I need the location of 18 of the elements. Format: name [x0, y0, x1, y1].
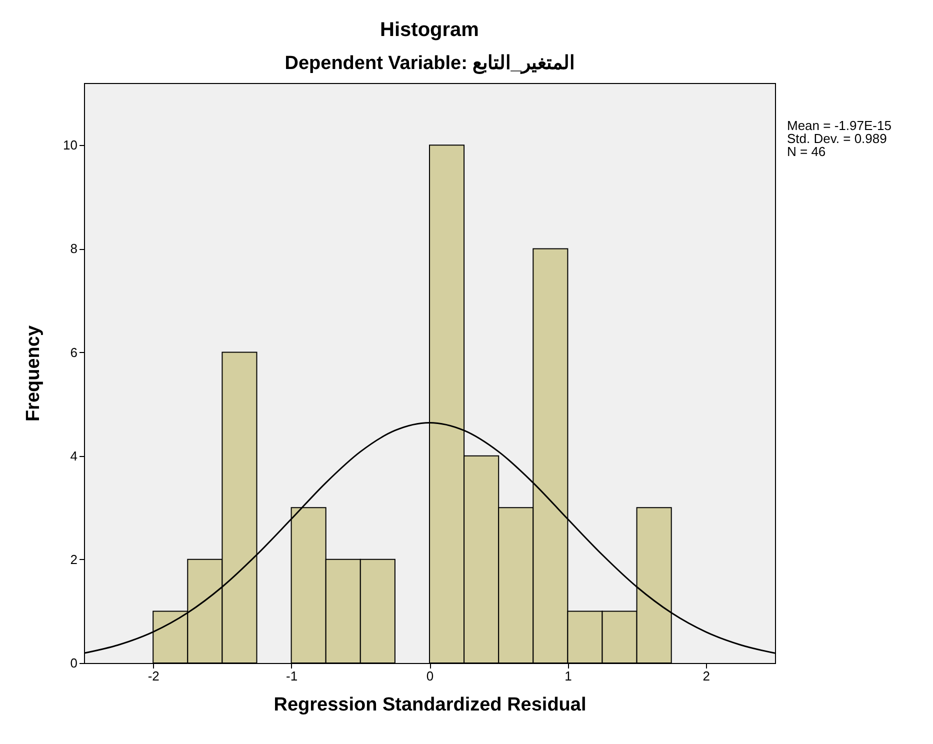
y-axis-title: Frequency: [23, 325, 44, 422]
x-axis-title: Regression Standardized Residual: [274, 694, 586, 716]
y-tick-label: 4: [70, 448, 78, 464]
x-tick-label: 0: [426, 668, 434, 684]
y-tick-label: 0: [70, 656, 78, 670]
text: Std. Dev. = 0.989: [787, 131, 887, 146]
y-tick-label: 2: [70, 552, 78, 567]
chart-subtitle: Dependent Variable: المتغير_التابع: [284, 53, 574, 74]
y-tick-label: 8: [70, 241, 78, 256]
chart-title: Histogram: [380, 19, 479, 41]
x-tick-label: 1: [564, 668, 572, 684]
x-tick-label: 2: [702, 668, 710, 684]
x-tick-label: -2: [148, 668, 160, 684]
y-tick-label: 10: [63, 138, 78, 153]
x-tick-label: -1: [286, 668, 298, 684]
y-tick-label: 6: [70, 344, 78, 360]
text: Mean = -1.97E-15: [787, 118, 892, 133]
text: N = 46: [787, 144, 826, 159]
